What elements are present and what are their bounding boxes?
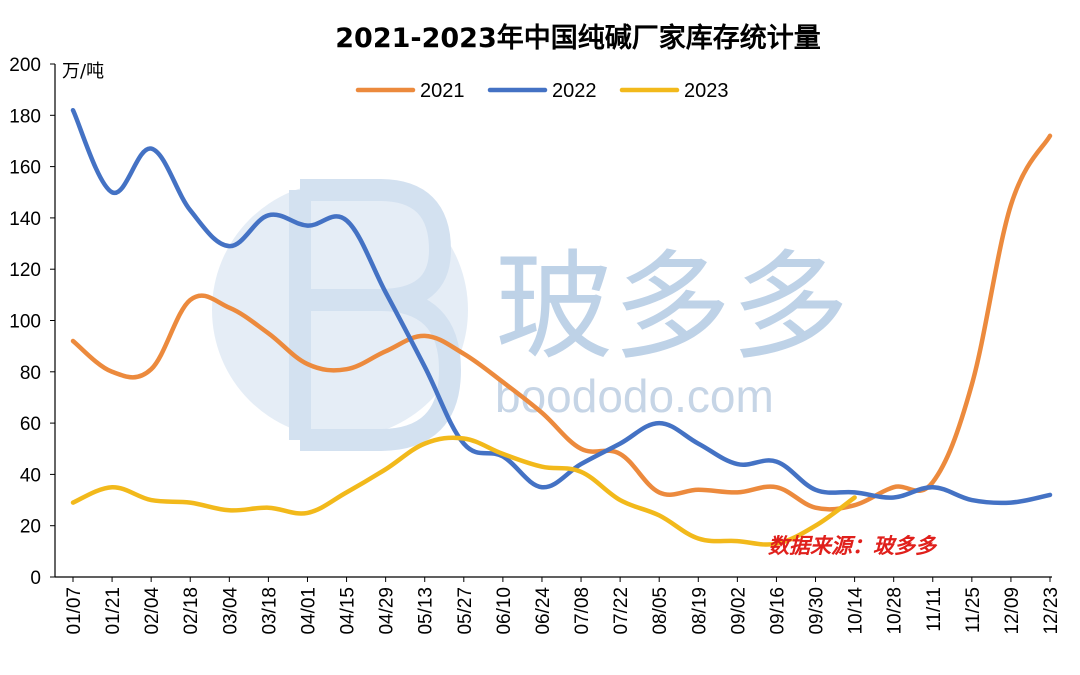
x-tick-label: 09/16 xyxy=(767,587,788,635)
legend-label-2023: 2023 xyxy=(684,80,729,102)
x-tick-label: 04/29 xyxy=(377,587,398,635)
series-lines xyxy=(70,107,1053,547)
x-tick-label: 06/10 xyxy=(494,587,515,635)
y-tick-label: 40 xyxy=(20,465,41,486)
x-tick-label: 06/24 xyxy=(533,587,554,635)
source-note: 数据来源：玻多多 xyxy=(768,533,938,558)
x-tick-label: 05/13 xyxy=(416,587,437,635)
x-tick-label: 02/04 xyxy=(142,587,163,635)
x-tick-label: 04/01 xyxy=(298,587,319,635)
y-ticks: 0 20 40 60 80 100 120 140 160 180 200 xyxy=(9,55,55,589)
x-tick-label: 09/30 xyxy=(807,587,828,635)
x-tick-label: 03/04 xyxy=(220,587,241,635)
y-tick-label: 200 xyxy=(9,55,41,76)
x-tick-label: 05/27 xyxy=(455,587,476,635)
watermark: 玻多多 boododo.com xyxy=(212,179,849,451)
y-tick-label: 100 xyxy=(9,312,41,333)
watermark-brand: 玻多多 xyxy=(495,238,849,376)
x-tick-label: 08/05 xyxy=(650,587,671,635)
x-ticks: 01/07 01/21 02/04 02/18 03/04 03/18 04/01 04/15… xyxy=(64,577,1062,635)
y-axis-unit: 万/吨 xyxy=(62,61,104,82)
x-tick-label: 08/19 xyxy=(689,587,710,635)
x-tick-label: 02/18 xyxy=(181,587,202,635)
y-tick-label: 80 xyxy=(20,363,41,384)
legend-label-2022: 2022 xyxy=(552,80,597,102)
x-tick-label: 11/25 xyxy=(963,587,984,633)
y-tick-label: 120 xyxy=(9,260,41,281)
legend-label-2021: 2021 xyxy=(420,80,465,102)
y-tick-label: 0 xyxy=(30,568,41,589)
x-tick-label: 11/11 xyxy=(924,587,945,632)
x-tick-label: 01/07 xyxy=(64,587,85,635)
chart-title: 2021-2023年中国纯碱厂家库存统计量 xyxy=(335,22,821,54)
x-tick-label: 01/21 xyxy=(103,587,124,635)
x-tick-label: 09/02 xyxy=(728,587,749,635)
y-tick-label: 160 xyxy=(9,158,41,179)
x-tick-label: 03/18 xyxy=(259,587,280,635)
x-tick-label: 10/14 xyxy=(846,587,867,635)
x-tick-label: 07/08 xyxy=(572,587,593,635)
x-tick-label: 12/23 xyxy=(1041,587,1062,635)
y-tick-label: 60 xyxy=(20,414,41,435)
x-tick-label: 04/15 xyxy=(338,587,359,635)
y-tick-label: 20 xyxy=(20,517,41,538)
y-tick-label: 180 xyxy=(9,106,41,127)
x-tick-label: 10/28 xyxy=(885,587,906,635)
legend: 2021 2022 2023 xyxy=(355,80,729,102)
x-tick-label: 12/09 xyxy=(1002,587,1023,635)
series-line-2022 xyxy=(70,107,1053,506)
watermark-logo-letter xyxy=(289,179,462,451)
x-tick-label: 07/22 xyxy=(611,587,632,635)
watermark-site: boododo.com xyxy=(495,370,774,422)
y-tick-label: 140 xyxy=(9,209,41,230)
series-line-2023 xyxy=(70,435,857,547)
